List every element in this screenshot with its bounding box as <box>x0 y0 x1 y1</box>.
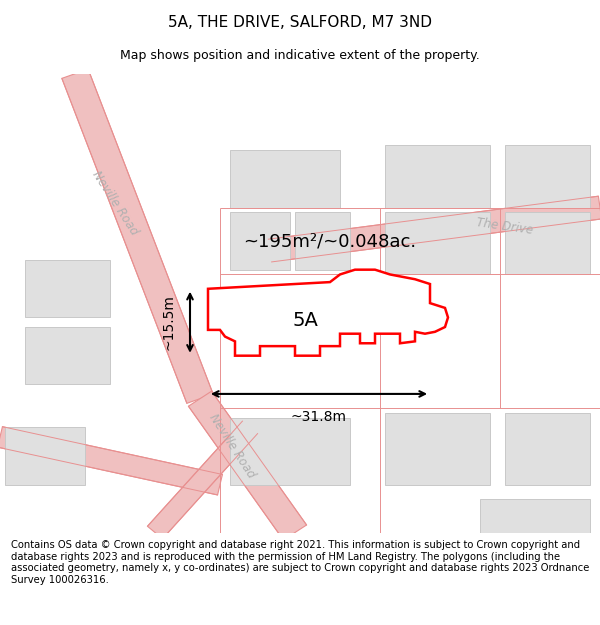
Polygon shape <box>385 213 490 274</box>
Polygon shape <box>268 196 600 262</box>
Polygon shape <box>208 269 448 356</box>
Text: The Drive: The Drive <box>476 216 534 237</box>
Polygon shape <box>0 427 223 495</box>
Text: Neville Road: Neville Road <box>206 412 257 481</box>
Text: ~31.8m: ~31.8m <box>291 410 347 424</box>
Polygon shape <box>480 499 590 532</box>
Polygon shape <box>25 327 110 384</box>
Polygon shape <box>5 428 85 485</box>
Polygon shape <box>385 413 490 485</box>
Text: 5A, THE DRIVE, SALFORD, M7 3ND: 5A, THE DRIVE, SALFORD, M7 3ND <box>168 14 432 29</box>
Polygon shape <box>62 69 213 403</box>
Polygon shape <box>230 418 350 485</box>
Polygon shape <box>188 391 307 540</box>
Polygon shape <box>505 213 590 274</box>
Text: Neville Road: Neville Road <box>89 168 140 238</box>
Polygon shape <box>25 260 110 318</box>
Text: Contains OS data © Crown copyright and database right 2021. This information is : Contains OS data © Crown copyright and d… <box>11 540 589 585</box>
Polygon shape <box>148 421 257 539</box>
Polygon shape <box>505 413 590 485</box>
Polygon shape <box>295 213 350 269</box>
Text: ~195m²/~0.048ac.: ~195m²/~0.048ac. <box>244 232 416 250</box>
Polygon shape <box>230 150 340 208</box>
Text: ~15.5m: ~15.5m <box>162 294 176 350</box>
Polygon shape <box>230 213 290 269</box>
Polygon shape <box>505 146 590 208</box>
Text: Map shows position and indicative extent of the property.: Map shows position and indicative extent… <box>120 49 480 62</box>
Polygon shape <box>385 146 490 208</box>
Text: 5A: 5A <box>292 311 318 330</box>
